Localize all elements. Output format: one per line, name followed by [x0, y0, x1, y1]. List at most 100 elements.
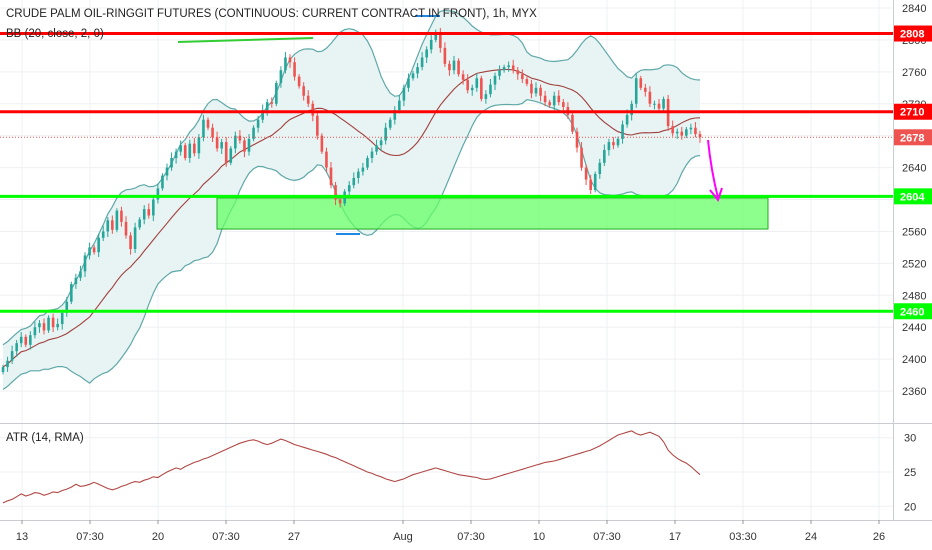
candle-body: [457, 60, 460, 75]
candle-body: [256, 119, 260, 128]
candle-body: [347, 185, 351, 192]
candle: [539, 84, 542, 102]
candle: [252, 125, 255, 142]
candle: [603, 144, 606, 167]
candle-body: [142, 209, 146, 220]
candle-body: [302, 86, 305, 96]
y-tick-label: 2360: [902, 386, 926, 398]
candle: [662, 96, 665, 111]
candle-body: [179, 145, 182, 152]
candle-body: [366, 158, 369, 168]
candle: [142, 205, 146, 225]
candle-body: [74, 277, 78, 285]
candle: [229, 146, 233, 166]
price-label-text: 2808: [900, 29, 924, 41]
y-tick-label: 2840: [902, 3, 926, 15]
candle: [6, 356, 9, 372]
candle: [530, 79, 533, 99]
candle-body: [384, 127, 387, 141]
candle-body: [685, 129, 688, 136]
forecast-arrow-shaft: [707, 139, 719, 199]
candle: [234, 131, 237, 154]
candle: [639, 75, 643, 91]
candle-body: [193, 143, 196, 154]
candle-body: [156, 188, 160, 200]
candle: [275, 80, 278, 107]
price-label-text: 2460: [900, 306, 924, 318]
candle: [589, 174, 592, 194]
candle: [97, 233, 100, 257]
candle-body: [229, 148, 233, 163]
candle-body: [644, 87, 647, 92]
candle-body: [411, 73, 415, 79]
price-label-box: [894, 188, 932, 205]
candle-body: [197, 137, 201, 154]
candle-body: [115, 210, 119, 230]
candle-body: [6, 360, 9, 368]
candle: [238, 130, 242, 144]
candle: [375, 139, 378, 155]
candle-body: [402, 87, 406, 101]
candle-body: [420, 57, 424, 68]
candle: [607, 138, 611, 156]
candle: [270, 97, 274, 108]
price-label-box: [894, 103, 932, 120]
candle-body: [224, 142, 228, 163]
candle-body: [603, 150, 606, 163]
candle: [183, 142, 187, 161]
candle-body: [511, 65, 515, 71]
candle: [361, 162, 365, 176]
bb-legend: BB (20, close, 2, 0): [6, 28, 104, 40]
candle: [388, 117, 392, 131]
candle: [111, 215, 114, 234]
atr-y-tick-label: 30: [904, 433, 916, 445]
candle-body: [634, 78, 638, 104]
candle-body: [270, 102, 274, 104]
y-tick-label: 2440: [902, 322, 926, 334]
candle: [552, 91, 556, 111]
candle-body: [379, 140, 383, 146]
candle-body: [521, 74, 524, 80]
candle: [297, 74, 301, 89]
candle-body: [689, 127, 693, 130]
candle: [170, 152, 173, 171]
candle: [612, 137, 615, 150]
candle: [106, 217, 110, 238]
candle-body: [60, 312, 64, 325]
candle: [648, 86, 652, 107]
candle: [161, 173, 164, 191]
candle: [571, 112, 574, 135]
candle: [575, 127, 579, 153]
candle-body: [439, 31, 442, 48]
price-label-text: 2678: [900, 132, 924, 144]
candle: [516, 67, 520, 80]
candle-body: [261, 110, 264, 120]
x-tick-label: 24: [805, 531, 817, 543]
candle-body: [24, 336, 28, 345]
candle: [15, 339, 18, 357]
candle: [443, 42, 447, 68]
candle-body: [29, 335, 32, 345]
candle: [197, 134, 201, 159]
candle: [261, 104, 264, 123]
candle: [10, 345, 14, 364]
candle: [511, 59, 515, 74]
candle-body: [584, 167, 588, 180]
x-tick-label: 27: [288, 531, 300, 543]
candle: [671, 120, 674, 137]
candle-body: [388, 119, 392, 128]
candle: [51, 313, 55, 333]
atr-line: [2, 430, 701, 504]
chart-title-legend: CRUDE PALM OIL-RINGGIT FUTURES (CONTINUO…: [6, 8, 537, 20]
candle: [284, 51, 287, 74]
candle: [379, 137, 383, 151]
candle: [206, 117, 210, 131]
candle: [42, 318, 46, 335]
candle: [288, 54, 292, 68]
candle: [475, 73, 479, 92]
candle-body: [393, 110, 397, 120]
candle-body: [234, 135, 237, 149]
price-label-2710: 2710: [894, 103, 932, 120]
price-label-2460: 2460: [894, 303, 932, 320]
